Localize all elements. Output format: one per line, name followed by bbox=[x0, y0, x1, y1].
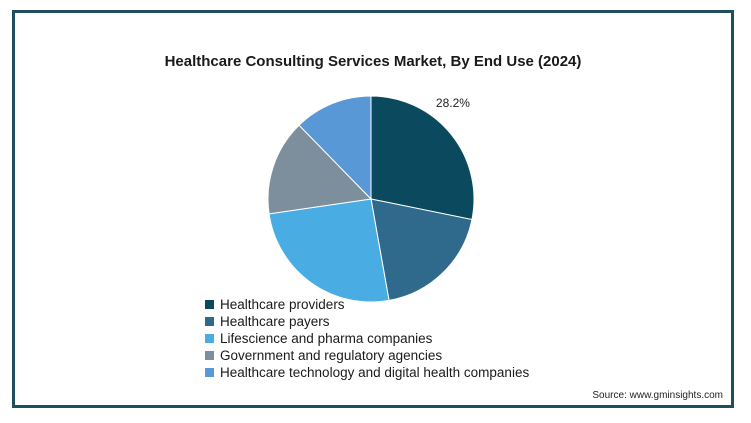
legend-label: Healthcare providers bbox=[220, 297, 345, 312]
legend-swatch bbox=[205, 351, 214, 360]
pie-slice-1 bbox=[370, 95, 475, 221]
pie-slice-4 bbox=[267, 124, 373, 215]
pie-slice-3 bbox=[268, 198, 390, 303]
legend-label: Government and regulatory agencies bbox=[220, 348, 443, 363]
legend-item: Healthcare technology and digital health… bbox=[205, 364, 529, 381]
legend-swatch bbox=[205, 300, 214, 309]
legend-swatch bbox=[205, 368, 214, 377]
legend-swatch bbox=[205, 334, 214, 343]
pie-slice-5 bbox=[298, 95, 372, 201]
legend-label: Healthcare payers bbox=[220, 314, 330, 329]
legend-item: Healthcare payers bbox=[205, 313, 529, 330]
slice-data-label: 28.2% bbox=[436, 96, 470, 110]
pie-slice-2 bbox=[370, 198, 473, 301]
chart-title: Healthcare Consulting Services Market, B… bbox=[164, 53, 582, 70]
legend-item: Lifescience and pharma companies bbox=[205, 330, 529, 347]
pie-chart: 28.2% bbox=[267, 95, 475, 303]
legend-label: Lifescience and pharma companies bbox=[220, 331, 433, 346]
legend-item: Government and regulatory agencies bbox=[205, 347, 529, 364]
source-note: Source: www.gminsights.com bbox=[592, 390, 723, 401]
legend-label: Healthcare technology and digital health… bbox=[220, 365, 530, 380]
chart-frame: Healthcare Consulting Services Market, B… bbox=[12, 10, 734, 408]
legend: Healthcare providers Healthcare payers L… bbox=[205, 296, 529, 381]
legend-item: Healthcare providers bbox=[205, 296, 529, 313]
legend-swatch bbox=[205, 317, 214, 326]
